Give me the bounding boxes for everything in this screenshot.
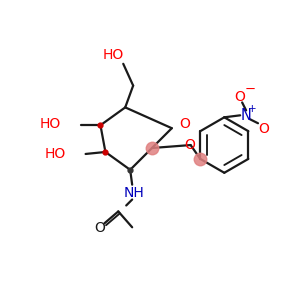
Text: O: O [259,122,269,136]
Text: O: O [235,89,246,103]
Text: +: + [248,104,256,114]
Text: O: O [180,117,190,131]
Text: NH: NH [124,186,145,200]
Text: O: O [94,221,105,235]
Text: HO: HO [40,117,61,131]
Text: N: N [241,108,251,123]
Text: HO: HO [103,48,124,62]
Text: O: O [185,138,196,152]
Text: −: − [244,83,256,96]
Text: HO: HO [44,147,66,161]
